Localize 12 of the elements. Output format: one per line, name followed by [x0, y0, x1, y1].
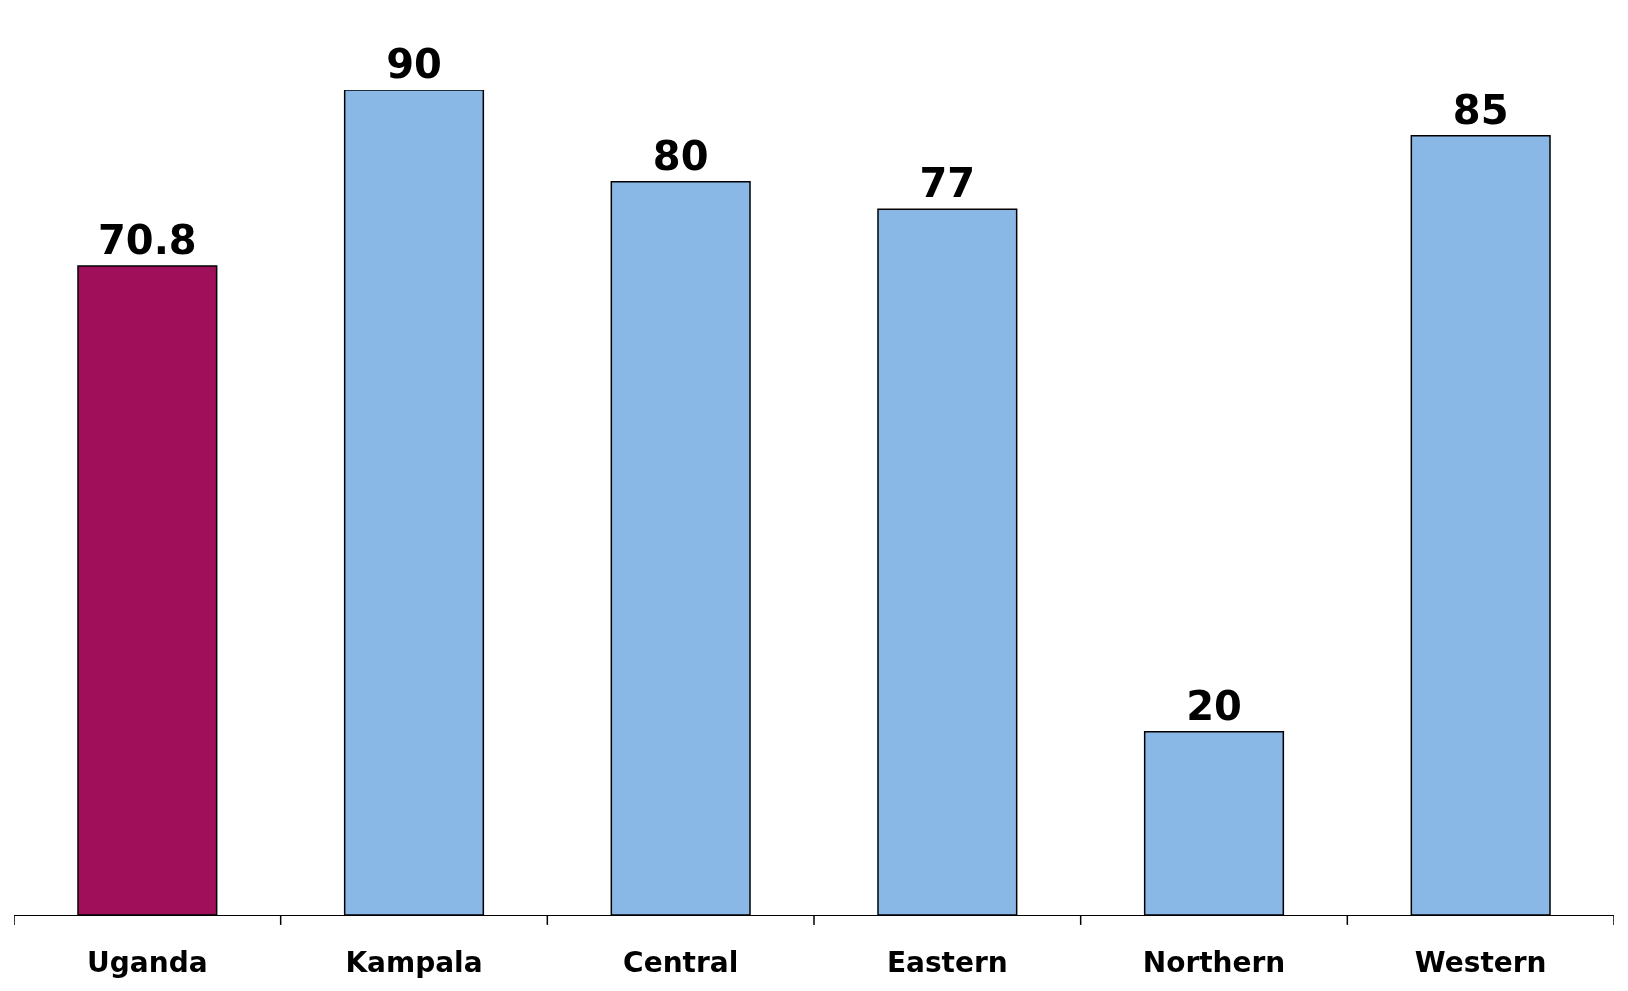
x-tick-label: Central: [623, 945, 739, 979]
data-label: 77: [919, 160, 976, 207]
data-label: 70.8: [97, 217, 197, 263]
x-tick-label: Northern: [1142, 945, 1286, 979]
data-label: 85: [1452, 86, 1509, 133]
x-tick-label: Western: [1414, 945, 1547, 979]
data-label: 80: [652, 132, 709, 179]
x-tick-label: Kampala: [345, 945, 483, 979]
data-label: 90: [386, 41, 442, 87]
x-tick-label: Uganda: [87, 945, 208, 979]
data-label: 20: [1186, 682, 1242, 729]
x-tick-label: Eastern: [886, 945, 1008, 979]
